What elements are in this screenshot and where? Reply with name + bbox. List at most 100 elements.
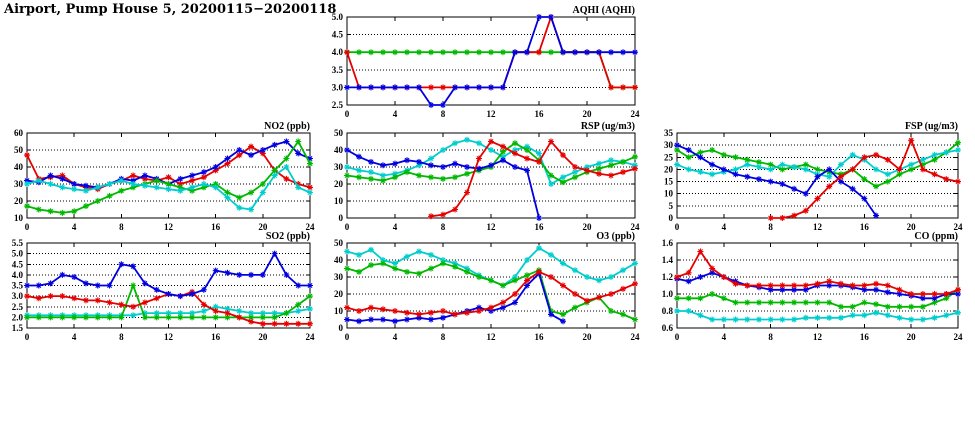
x-tick-label: 24	[306, 222, 316, 232]
x-tick-label: 16	[211, 332, 221, 342]
y-tick-label: 4.5	[12, 259, 24, 269]
y-tick-label: 0	[339, 323, 344, 333]
x-tick-label: 20	[907, 332, 917, 342]
aqhi-title: AQHI (AQHI)	[573, 5, 636, 16]
o3-markers-red	[344, 268, 638, 318]
y-tick-label: 30	[334, 272, 344, 282]
y-tick-label: 1.5	[12, 323, 24, 333]
x-tick-label: 16	[211, 222, 221, 232]
x-tick-label: 24	[631, 332, 641, 342]
x-tick-label: 0	[25, 222, 30, 232]
y-tick-label: 15	[664, 177, 674, 187]
y-tick-label: 30	[14, 179, 24, 189]
y-tick-label: 20	[14, 196, 24, 206]
fsp-line-green	[676, 142, 959, 188]
x-tick-label: 4	[393, 332, 398, 342]
x-tick-label: 8	[441, 332, 446, 342]
plot-border	[676, 242, 959, 329]
y-tick-label: 10	[334, 196, 344, 206]
y-tick-label: 50	[334, 128, 344, 138]
y-tick-label: 40	[14, 162, 24, 172]
rsp-markers-red	[428, 138, 638, 220]
y-tick-label: 20	[664, 164, 674, 174]
so2-markers-blue	[24, 250, 313, 300]
chart-so2: 1.52.02.53.03.54.04.55.05.5 0 4 8 12 16 20 24 SO…	[12, 231, 315, 342]
y-tick-label: 20	[334, 179, 344, 189]
chart-no2: 10 20 30 40 50 60 0 4 8 12 16 20 24 NO2 (ppb)	[14, 121, 315, 232]
x-tick-label: 20	[583, 109, 593, 119]
y-tick-label: 5.5	[12, 238, 24, 248]
y-tick-label: 0	[669, 213, 674, 223]
x-tick-label: 16	[535, 332, 545, 342]
o3-title: O3 (ppb)	[596, 231, 635, 242]
x-tick-label: 4	[72, 222, 77, 232]
chart-o3: 0 10 20 30 40 50 0 4 8 12 16 20 24 O3 (ppb)	[334, 231, 640, 342]
x-tick-label: 0	[675, 222, 680, 232]
no2-markers-cyan	[24, 164, 313, 213]
x-tick-label: 24	[631, 109, 641, 119]
page-title: Airport, Pump House 5, 20200115−20200118	[4, 2, 337, 17]
x-tick-label: 8	[119, 332, 124, 342]
y-tick-label: 5.0	[12, 249, 24, 259]
x-tick-label: 12	[487, 222, 497, 232]
x-tick-label: 24	[954, 332, 964, 342]
plot-border	[346, 16, 636, 106]
y-tick-label: 4.5	[332, 30, 344, 40]
fsp-markers-red	[767, 137, 961, 221]
y-tick-label: 35	[664, 128, 674, 138]
fsp-line-blue	[676, 144, 877, 217]
y-tick-label: 10	[334, 306, 344, 316]
x-tick-label: 0	[25, 332, 30, 342]
x-tick-label: 20	[258, 332, 268, 342]
plot-border	[26, 132, 311, 219]
x-tick-label: 8	[768, 222, 773, 232]
x-tick-label: 4	[393, 109, 398, 119]
plot-border	[676, 132, 959, 219]
x-tick-label: 0	[675, 332, 680, 342]
chart-fsp: 0 5 10 15 20 25 30 35 0 4 8 12 16 20 24 FSP (ug/m3)	[664, 121, 963, 232]
chart-rsp: 0 10 20 30 40 50 0 4 8 12 16 20 24 RSP (ug/m3)	[334, 121, 640, 232]
y-tick-label: 3.5	[12, 281, 24, 291]
y-tick-label: 3.0	[12, 291, 24, 301]
y-tick-label: 1.4	[662, 255, 674, 265]
y-tick-label: 10	[14, 213, 24, 223]
x-tick-label: 20	[907, 222, 917, 232]
aqhi-line-blue	[347, 16, 635, 106]
x-tick-label: 0	[345, 109, 350, 119]
y-tick-label: 5	[669, 201, 674, 211]
y-tick-label: 2.5	[332, 100, 344, 110]
y-tick-label: 2.0	[12, 312, 24, 322]
so2-markers-green	[24, 282, 313, 321]
y-tick-label: 3.0	[332, 82, 344, 92]
y-tick-label: 30	[334, 162, 344, 172]
x-tick-label: 20	[583, 222, 593, 232]
y-tick-label: 4.0	[12, 270, 24, 280]
no2-title: NO2 (ppb)	[264, 121, 310, 132]
fsp-title: FSP (ug/m3)	[905, 121, 958, 132]
x-tick-label: 8	[441, 109, 446, 119]
fsp-markers-blue	[674, 142, 880, 219]
x-tick-label: 4	[393, 222, 398, 232]
x-tick-label: 8	[119, 222, 124, 232]
x-tick-label: 12	[813, 222, 823, 232]
plot-border	[346, 242, 636, 329]
x-tick-label: 4	[722, 332, 727, 342]
y-tick-label: 30	[664, 140, 674, 150]
x-tick-label: 12	[164, 332, 174, 342]
x-tick-label: 24	[306, 332, 316, 342]
plot-border	[346, 132, 636, 219]
y-tick-label: 3.5	[332, 65, 344, 75]
x-tick-label: 0	[345, 332, 350, 342]
y-tick-label: 25	[664, 152, 674, 162]
y-tick-label: 50	[14, 145, 24, 155]
x-tick-label: 16	[535, 222, 545, 232]
x-tick-label: 24	[954, 222, 964, 232]
y-tick-label: 20	[334, 289, 344, 299]
y-tick-label: 1.6	[662, 238, 674, 248]
co-markers-red	[674, 248, 961, 297]
co-markers-cyan	[674, 308, 961, 323]
x-tick-label: 20	[583, 332, 593, 342]
y-tick-label: 5.0	[332, 12, 344, 22]
x-tick-label: 12	[487, 332, 497, 342]
y-tick-label: 40	[334, 255, 344, 265]
